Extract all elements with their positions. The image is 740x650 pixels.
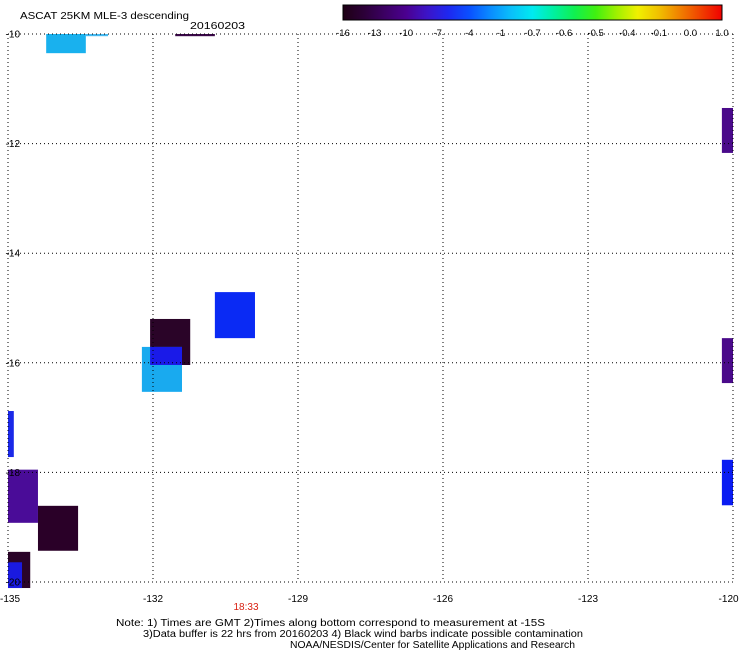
colorbar-tick-label: 1.0 [715,28,728,39]
mle-cells-layer [8,34,733,589]
mle-cell [8,411,14,458]
colorbar: -16 -13 -10 -7 -4 -1 -0.7 -0.6 -0.5 -0.4 -0.1 0.0 1.… [336,4,729,39]
latitude-tick-label: -12 [6,139,21,150]
longitude-tick-label: -135 [0,594,20,605]
mle-cell [175,34,215,37]
latitude-tick-label: -14 [6,249,21,260]
colorbar-bar [342,4,723,21]
colorbar-tick-label: -0.1 [651,28,667,39]
credit-line: NOAA/NESDIS/Center for Satellite Applica… [290,640,575,650]
mle-cell [8,469,38,523]
note-line: 3)Data buffer is 22 hrs from 20160203 4)… [143,629,583,640]
colorbar-tick-label: -1 [497,28,505,39]
mle-cell [46,34,86,54]
longitude-tick-label: -120 [719,594,739,605]
colorbar-tick-label: -4 [465,28,473,39]
colorbar-tick-labels: -16 -13 -10 -7 -4 -1 -0.7 -0.6 -0.5 -0.4 -0.1 0.0 1.… [336,28,728,39]
colorbar-tick-label: -10 [399,28,413,39]
latitude-tick-labels: -10 -12 -14 -16 -18 -20 [6,30,21,589]
colorbar-tick-label: 0.0 [684,28,697,39]
longitude-tick-label: -126 [433,594,453,605]
mle-cell [214,292,255,339]
latitude-tick-label: -16 [6,358,21,369]
time-label: 18:33 [233,602,258,613]
mle-cell [721,338,733,384]
mle-cell [85,34,109,37]
mle-cell [8,562,23,589]
colorbar-tick-label: -7 [434,28,442,39]
mle-cell [37,505,79,551]
latitude-tick-label: -18 [6,468,21,479]
longitude-tick-label: -123 [578,594,598,605]
colorbar-tick-label: -0.5 [587,28,603,39]
colorbar-tick-label: -0.4 [619,28,635,39]
plot-date: 20160203 [190,21,246,32]
mle-cell [150,346,182,365]
colorbar-tick-label: -0.6 [556,28,572,39]
note-line: Note: 1) Times are GMT 2)Times along bot… [116,618,545,629]
colorbar-tick-label: -16 [336,28,350,39]
latitude-tick-label: -20 [6,578,21,589]
longitude-tick-label: -129 [288,594,308,605]
latitude-tick-label: -10 [6,30,21,41]
longitude-tick-labels: -135 -132 -129 -126 -123 -120 [0,594,739,605]
plot-title: ASCAT 25KM MLE-3 descending [20,10,189,22]
lat-lon-grid [7,33,734,583]
colorbar-tick-label: -0.7 [524,28,540,39]
mle-cell [721,107,733,153]
longitude-tick-label: -132 [143,594,163,605]
colorbar-tick-label: -13 [368,28,382,39]
mle-cell [721,459,733,506]
